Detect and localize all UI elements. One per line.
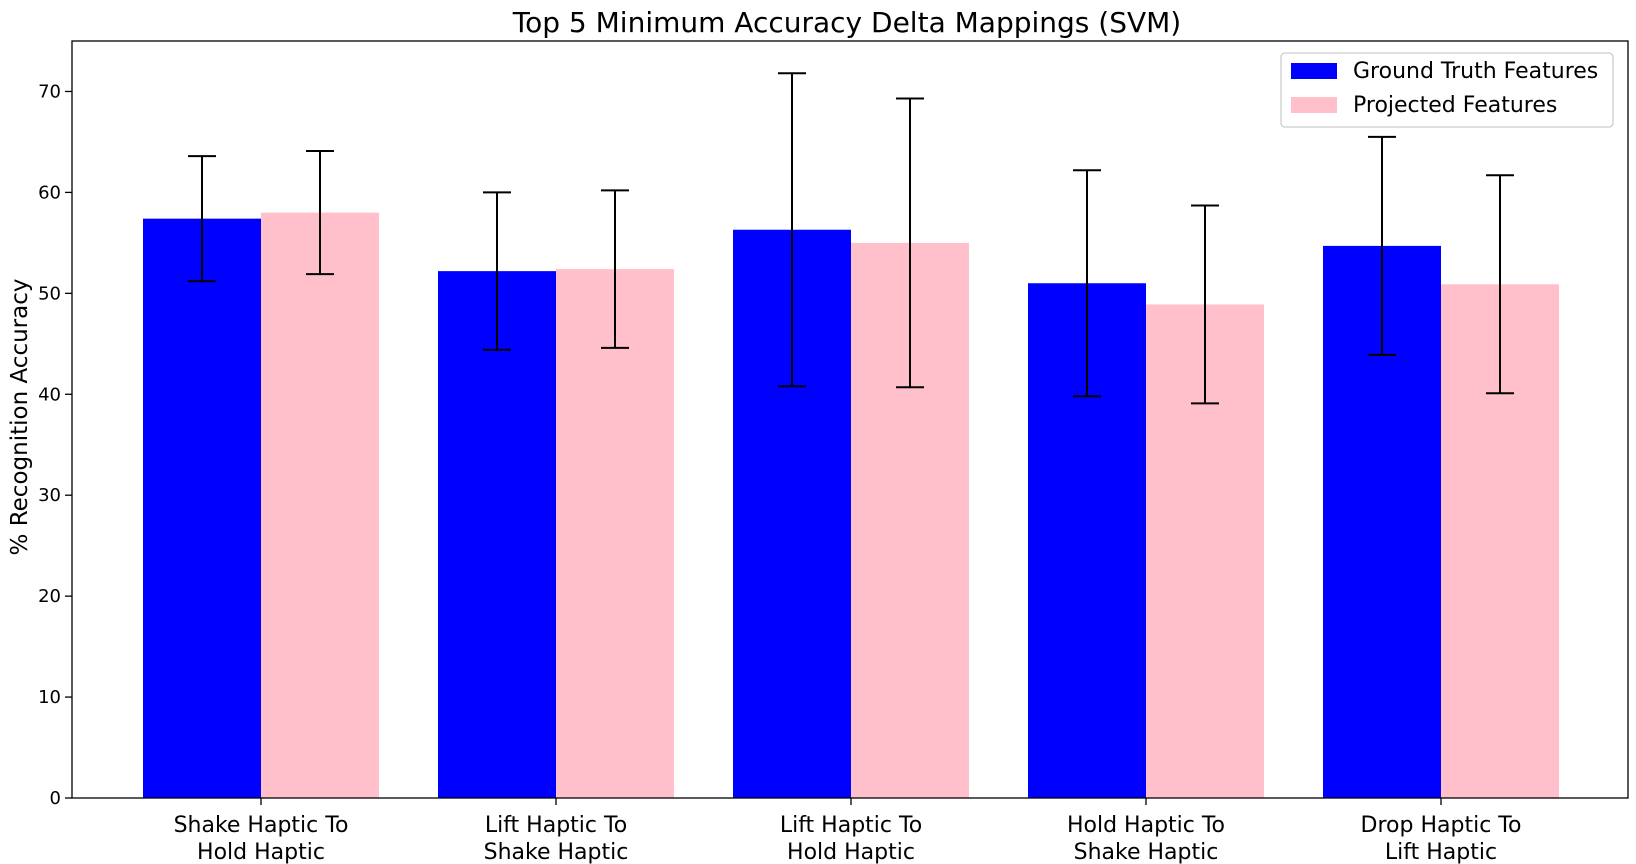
x-tick-label: Shake Haptic To Hold Haptic: [174, 813, 349, 864]
x-tick-label-line: Shake Haptic: [1074, 840, 1219, 864]
x-tick-label: Lift Haptic To Shake Haptic: [484, 813, 629, 864]
x-tick-label-line: Hold Haptic: [787, 840, 915, 864]
bar-ground-truth-1: [438, 271, 556, 798]
y-tick-label: 20: [38, 586, 61, 607]
error-bar-1-1: [601, 189, 629, 349]
y-tick-label: 70: [38, 81, 61, 102]
x-tick-label-line: Drop Haptic To: [1361, 813, 1522, 838]
x-tick-label-line: Hold Haptic: [197, 840, 325, 864]
x-tick-label-line: Lift Haptic: [1385, 840, 1497, 864]
x-tick-label: Hold Haptic To Shake Haptic: [1067, 813, 1225, 864]
bar-ground-truth-0: [143, 218, 261, 798]
x-tick-label: Lift Haptic To Hold Haptic: [780, 813, 922, 864]
plot-frame: [71, 40, 1629, 799]
y-tick-label: 10: [38, 687, 61, 708]
y-tick-label: 40: [38, 384, 61, 405]
error-bar-0-0: [188, 155, 216, 283]
error-bar-0-2: [778, 72, 806, 388]
y-tick-label: 0: [50, 788, 61, 809]
legend-swatch: [1291, 97, 1337, 113]
error-bar-1-3: [1191, 204, 1219, 405]
legend-frame: [1280, 52, 1614, 128]
x-tick-label-line: Shake Haptic: [484, 840, 629, 864]
x-tick-label-line: Lift Haptic To: [780, 813, 922, 838]
error-bar-1-0: [306, 150, 334, 276]
error-bar-0-3: [1073, 169, 1101, 398]
x-tick-label-line: Lift Haptic To: [485, 813, 627, 838]
y-axis-label: % Recognition Accuracy: [7, 279, 33, 556]
error-bar-1-4: [1486, 174, 1514, 395]
y-tick-label: 60: [38, 182, 61, 203]
x-tick-label-line: Hold Haptic To: [1067, 813, 1225, 838]
error-bar-1-2: [896, 97, 924, 389]
legend: Ground Truth Features Projected Features: [1280, 52, 1614, 128]
y-tick-label: 30: [38, 485, 61, 506]
x-tick-label: Drop Haptic To Lift Haptic: [1361, 813, 1522, 864]
error-bar-0-1: [483, 191, 511, 351]
legend-label: Projected Features: [1353, 93, 1557, 118]
bar-projected-0: [261, 212, 379, 798]
chart-title: Top 5 Minimum Accuracy Delta Mappings (S…: [512, 6, 1181, 39]
legend-swatch: [1291, 63, 1337, 79]
y-tick-label: 50: [38, 283, 61, 304]
error-bar-0-4: [1368, 135, 1396, 356]
bar-projected-1: [556, 269, 674, 798]
x-tick-label-line: Shake Haptic To: [174, 813, 349, 838]
legend-label: Ground Truth Features: [1353, 59, 1598, 84]
